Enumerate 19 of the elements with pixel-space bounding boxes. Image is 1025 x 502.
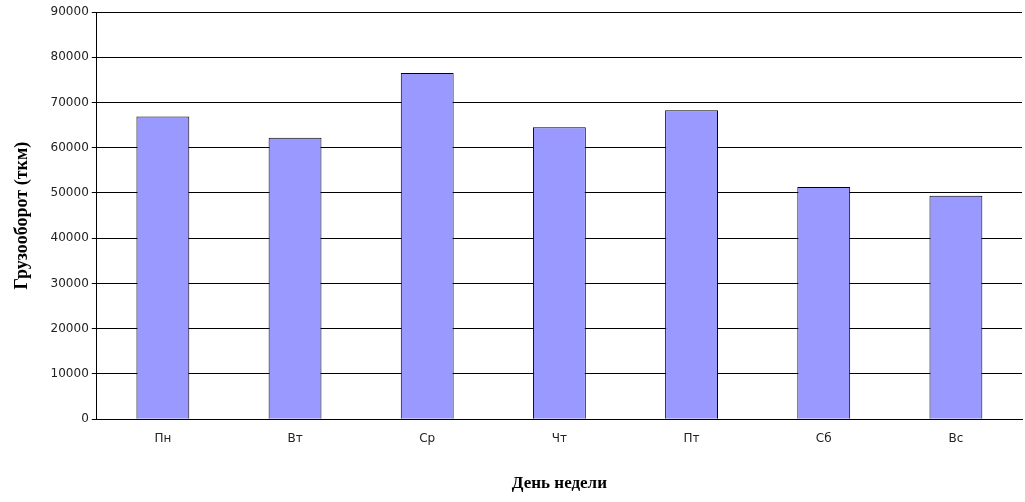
y-tick-label: 40000 [50, 230, 89, 245]
x-tick-label: Вт [287, 430, 303, 445]
x-tick-label: Ср [419, 430, 436, 445]
y-tick-label: 50000 [50, 185, 89, 200]
y-tick-label: 20000 [50, 320, 89, 335]
y-tick-label: 10000 [50, 366, 89, 381]
x-tick-label: Сб [815, 430, 832, 445]
x-tick-label: Чт [551, 430, 567, 445]
x-tick-label: Пт [683, 430, 700, 445]
y-tick-label: 60000 [50, 139, 89, 154]
y-tick-label: 30000 [50, 275, 89, 290]
x-tick-label: Вс [948, 430, 964, 445]
y-axis-title: Грузооборот (ткм) [11, 141, 33, 290]
y-tick-label: 80000 [50, 49, 89, 64]
x-tick-label: Пн [154, 430, 172, 445]
y-tick-label: 0 [81, 411, 89, 426]
x-axis-title: День недели [511, 473, 608, 493]
y-tick-label: 90000 [50, 4, 89, 19]
y-tick-label: 70000 [50, 94, 89, 109]
